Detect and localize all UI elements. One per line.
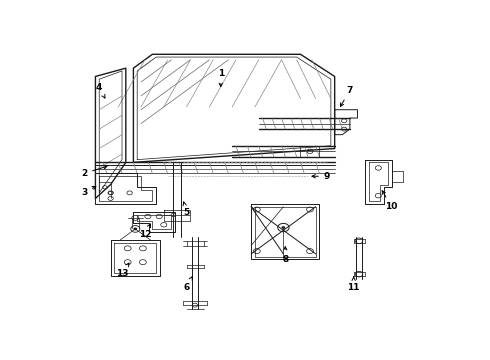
Circle shape: [133, 228, 137, 230]
Circle shape: [281, 226, 285, 229]
Text: 3: 3: [81, 186, 96, 197]
Text: 11: 11: [347, 277, 360, 292]
Text: 10: 10: [382, 191, 398, 211]
Text: 1: 1: [218, 69, 224, 86]
Text: 13: 13: [116, 263, 129, 278]
Text: 8: 8: [282, 247, 289, 264]
Text: 5: 5: [183, 202, 190, 217]
Text: 6: 6: [183, 276, 192, 292]
Text: 4: 4: [96, 83, 105, 98]
Text: 7: 7: [341, 86, 353, 107]
Text: 12: 12: [139, 224, 151, 239]
Text: 2: 2: [81, 166, 107, 178]
Text: 9: 9: [312, 172, 330, 181]
